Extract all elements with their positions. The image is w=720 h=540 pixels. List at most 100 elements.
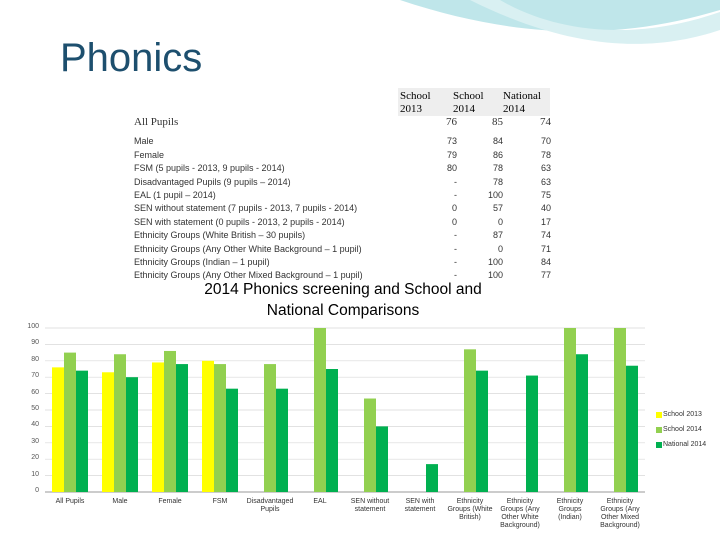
legend-swatch (656, 442, 662, 448)
bar (576, 354, 588, 492)
table-cell: 79 (446, 149, 457, 160)
y-tick-label: 70 (31, 372, 39, 380)
table-cell: 85 (492, 116, 503, 128)
x-tick-label: Ethnicity Groups (White British) (447, 498, 493, 521)
row-label: FSM (5 pupils - 2013, 9 pupils - 2014) (134, 163, 285, 174)
bar (114, 354, 126, 492)
table-header: National 2014 (503, 90, 541, 115)
table-cell: 71 (540, 243, 551, 254)
table-header: School 2014 (453, 90, 484, 115)
row-label: Ethnicity Groups (White British – 30 pup… (134, 230, 306, 241)
table-cell: 86 (492, 149, 503, 160)
slide-title: Phonics (60, 36, 203, 80)
bar (376, 426, 388, 492)
y-tick-label: 20 (31, 454, 39, 462)
bar (564, 328, 576, 492)
bar (464, 349, 476, 492)
bar (614, 328, 626, 492)
table-cell: 73 (446, 136, 457, 147)
table-cell: 78 (540, 149, 551, 160)
x-tick-label: All Pupils (55, 498, 85, 505)
decoration (470, 0, 720, 44)
table-cell: 74 (540, 230, 551, 241)
bar (326, 369, 338, 492)
table-cell: 63 (540, 176, 551, 187)
table-cell: 40 (540, 203, 551, 214)
row-label: Ethnicity Groups (Any Other White Backgr… (134, 243, 362, 254)
x-tick-label: Ethnicity Groups (Any Other White Backgr… (500, 498, 540, 529)
legend-swatch (656, 412, 662, 418)
x-tick-label: Male (112, 498, 128, 505)
row-label: All Pupils (134, 116, 179, 128)
bar (314, 328, 326, 492)
table-cell: 100 (487, 190, 503, 200)
table-cell: - (454, 230, 457, 241)
table-cell: - (454, 190, 457, 200)
bar (364, 398, 376, 492)
x-tick-label: Female (158, 498, 182, 505)
bar (102, 372, 114, 492)
table-cell: 0 (451, 216, 457, 227)
row-label: SEN with statement (0 pupils - 2013, 2 p… (134, 216, 345, 227)
bar (264, 364, 276, 492)
x-tick-label: SEN with statement (404, 498, 436, 513)
row-label: SEN without statement (7 pupils - 2013, … (134, 203, 358, 214)
bar (202, 360, 214, 492)
x-tick-label: Ethnicity Groups (Any Other Mixed Backgr… (600, 498, 640, 529)
table-cell: 0 (451, 203, 457, 214)
table-cell: - (454, 257, 457, 267)
table-cell: - (454, 176, 457, 187)
x-tick-label: Ethnicity Groups (Indian) (556, 498, 584, 521)
bar (76, 370, 88, 492)
y-tick-label: 80 (31, 355, 39, 363)
bar (626, 365, 638, 492)
table-cell: 17 (540, 216, 551, 227)
x-tick-label: EAL (313, 498, 327, 505)
y-tick-label: 50 (31, 405, 39, 412)
legend-label: National 2014 (663, 441, 707, 448)
bar (526, 375, 538, 492)
legend-label: School 2013 (663, 411, 702, 418)
legend-label: School 2014 (663, 426, 702, 433)
table-cell: 78 (492, 176, 503, 187)
bar (426, 464, 438, 492)
bar (152, 362, 164, 492)
table-cell: 100 (487, 270, 503, 281)
y-tick-label: 0 (35, 487, 39, 494)
table-header-bg (398, 88, 550, 116)
table-cell: 100 (487, 257, 503, 267)
x-tick-label: FSM (212, 498, 228, 505)
table-cell: 70 (540, 136, 551, 147)
table-cell: - (454, 270, 457, 281)
bar (226, 388, 238, 492)
chart-title: 2014 Phonics screening and School and Na… (204, 281, 482, 319)
bar (164, 350, 176, 492)
table-cell: 87 (492, 230, 503, 241)
row-label: Female (134, 149, 165, 160)
table-cell: 78 (492, 163, 503, 174)
bar (214, 364, 226, 492)
table-cell: 0 (497, 243, 503, 254)
row-label: Ethnicity Groups (Indian – 1 pupil) (134, 257, 270, 267)
x-tick-label: Disadvantaged Pupils (246, 498, 294, 513)
row-label: Male (134, 136, 154, 147)
table-cell: 74 (540, 116, 551, 128)
bar (126, 377, 138, 492)
row-label: Disadvantaged Pupils (9 pupils – 2014) (134, 176, 291, 187)
table-header: School 2013 (400, 90, 431, 115)
bar (64, 352, 76, 492)
table-cell: 63 (540, 163, 551, 174)
y-tick-label: 100 (27, 323, 39, 330)
table-cell: - (454, 243, 457, 254)
legend-swatch (656, 427, 662, 433)
y-tick-label: 60 (31, 388, 39, 396)
bar (52, 367, 64, 492)
decoration (400, 0, 720, 32)
y-tick-label: 90 (31, 339, 39, 347)
y-tick-label: 10 (31, 470, 39, 478)
row-label: EAL (1 pupil – 2014) (134, 190, 216, 200)
bar (276, 388, 288, 492)
table-cell: 75 (540, 190, 551, 200)
